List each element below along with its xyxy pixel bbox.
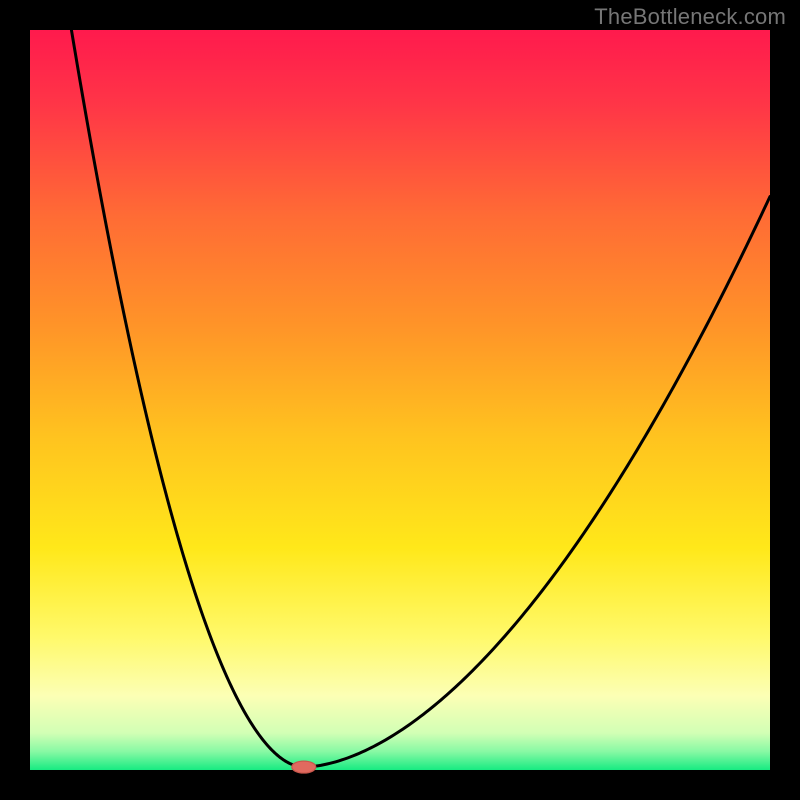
- optimum-marker: [292, 761, 316, 773]
- plot-area-gradient: [30, 30, 770, 770]
- bottleneck-chart-svg: [0, 0, 800, 800]
- chart-canvas: TheBottleneck.com: [0, 0, 800, 800]
